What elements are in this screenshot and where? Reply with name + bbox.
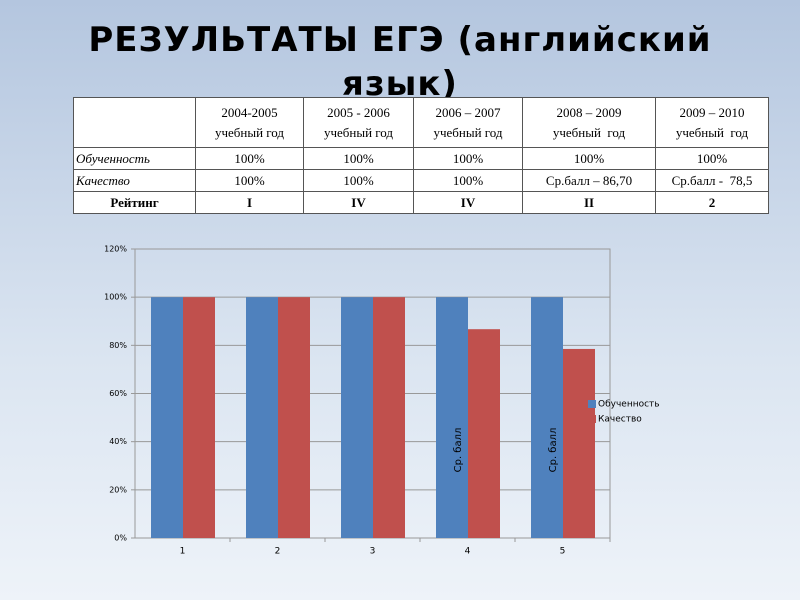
header-period: 2005 - 2006 (327, 104, 390, 120)
annotation: Ср. балл (453, 428, 464, 473)
table-cell: I (195, 191, 304, 214)
y-tick-label: 120% (104, 245, 127, 254)
row-label: Обученность (73, 147, 196, 170)
header-label: учебный год (433, 124, 503, 140)
header-cell: 2006 – 2007 учебный год (413, 97, 523, 148)
y-tick-label: 40% (109, 437, 127, 446)
y-tick-label: 60% (109, 389, 127, 398)
results-table: 2004-2005 учебный год 2005 - 2006 учебный г… (73, 97, 769, 214)
table-cell: IV (303, 191, 414, 214)
bar (151, 297, 183, 538)
bar (278, 297, 310, 538)
slide-title: РЕЗУЛЬТАТЫ ЕГЭ (английский язык) (88, 20, 712, 104)
row-label: Рейтинг (73, 191, 196, 214)
annotation: Ср. балл (548, 428, 559, 473)
header-period: 2008 – 2009 (556, 104, 622, 120)
table-cell: 2 (655, 191, 769, 214)
bar (246, 297, 278, 538)
header-period: 2004-2005 (221, 104, 278, 120)
table-cell: 100% (522, 147, 656, 170)
header-cell: 2005 - 2006 учебный год (303, 97, 414, 148)
bar (373, 297, 405, 538)
bar (563, 348, 595, 538)
table-cell: Ср.балл – 86,70 (522, 169, 656, 192)
table-row: Рейтинг I IV IV II 2 (73, 191, 769, 214)
x-tick-label: 5 (560, 547, 566, 557)
header-cell: 2009 – 2010 учебный год (655, 97, 769, 148)
legend-label: Качество (598, 415, 642, 425)
y-tick-label: 100% (104, 293, 127, 302)
bar (341, 297, 373, 538)
bar (436, 297, 468, 538)
bar (183, 297, 215, 538)
y-tick-label: 20% (109, 485, 127, 494)
header-row: 2004-2005 учебный год 2005 - 2006 учебный г… (73, 97, 769, 148)
bar (531, 297, 563, 538)
header-period: 2006 – 2007 (435, 104, 501, 120)
legend-marker (588, 415, 596, 423)
header-label: учебный год (323, 124, 394, 140)
x-tick-label: 3 (370, 547, 376, 557)
x-tick-label: 1 (180, 547, 186, 557)
table-row: Качество 100% 100% 100% Ср.балл – 86,70 Ср.ба… (73, 169, 769, 192)
header-label: учебный год (675, 124, 749, 140)
legend-marker (588, 400, 596, 408)
header-label: учебный год (552, 124, 626, 140)
header-cell: 2008 – 2009 учебный год (522, 97, 656, 148)
corner-cell (73, 97, 196, 148)
x-tick-label: 2 (275, 547, 281, 557)
header-period: 2009 – 2010 (679, 104, 745, 120)
x-tick-label: 4 (465, 547, 471, 557)
legend-label: Обученность (598, 400, 660, 410)
header-label: учебный год (214, 124, 285, 140)
y-tick-label: 0% (114, 534, 127, 543)
table-cell: IV (413, 191, 523, 214)
table-cell: Ср.балл - 78,5 (655, 169, 769, 192)
bar (468, 329, 500, 538)
y-tick-label: 80% (109, 341, 127, 350)
